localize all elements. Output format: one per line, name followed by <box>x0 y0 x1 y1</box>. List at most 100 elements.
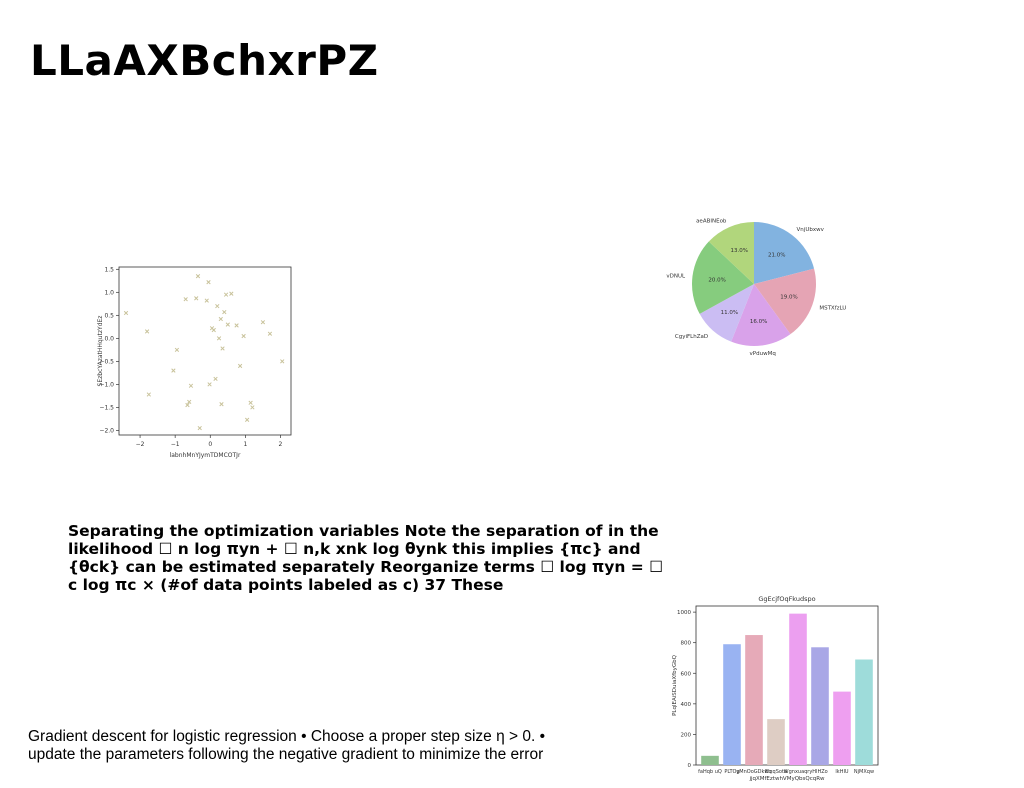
scatter-point <box>222 309 227 315</box>
scatter-point <box>218 316 223 322</box>
scatter-point <box>206 280 211 285</box>
scatter-y-tick-label: −1.0 <box>99 381 114 388</box>
scatter-point <box>260 320 266 325</box>
pie-slice <box>754 268 816 335</box>
scatter-x-tick-label: 0 <box>208 441 212 448</box>
bar-y-tick-label: 800 <box>681 641 692 647</box>
scatter-point <box>213 376 218 382</box>
scatter-point <box>215 303 220 309</box>
bar-category-label: faHqb uQ <box>698 769 722 775</box>
pie-slice-label: CgyiFLhZaD <box>675 334 708 340</box>
scatter-y-tick-label: 1.0 <box>104 289 114 296</box>
pie-slice-label: aeABINEob <box>696 218 727 224</box>
bar-category-label: HlHZo <box>812 769 827 775</box>
scatter-y-tick-label: −2.0 <box>99 427 114 434</box>
scatter-point <box>244 417 250 422</box>
pie-slice-label: vPduwMq <box>750 351 776 357</box>
scatter-point <box>207 382 212 387</box>
bar-y-tick-label: 400 <box>681 702 692 708</box>
scatter-point <box>229 291 234 296</box>
pie-slice-label: VnjUbxwv <box>797 227 825 233</box>
scatter-point <box>195 274 201 279</box>
scatter-chart: −2 −1 0 1 2 −2.0 −1.5 −1.0 −0.5 0.0 0.5 1.0 1.5 labnh… <box>97 266 292 459</box>
footer-text: Gradient descent for logistic regression… <box>28 728 546 763</box>
pie-value-label: 21.0% <box>768 253 785 259</box>
bar-category-label: yMnOoGDkwq <box>736 769 771 775</box>
scatter-point <box>250 405 255 410</box>
scatter-point <box>280 359 285 364</box>
body-paragraph: Separating the optimization variables No… <box>68 522 664 594</box>
bar-category-label: PLTOg <box>724 769 739 775</box>
bar-chart: GgEcjfOqFkudspo 0 200 400 600 800 1000 faHqb uQ… <box>672 595 879 782</box>
scatter-y-axis-label: SEzbcYAzatHHqutzYdEz <box>97 316 104 387</box>
bar-category-label: Wgnxuaqry <box>784 769 813 775</box>
bar <box>701 755 719 765</box>
pie-value-label: 19.0% <box>780 295 797 301</box>
scatter-point <box>234 323 239 328</box>
scatter-point <box>248 400 253 405</box>
pie-value-label: 13.0% <box>730 248 747 254</box>
scatter-x-tick-label: −1 <box>171 441 180 448</box>
scatter-point <box>211 327 216 333</box>
bar-category-label: NjMXqw <box>854 769 874 775</box>
scatter-point <box>220 346 225 351</box>
scatter-point <box>144 329 150 334</box>
scatter-point <box>187 399 192 405</box>
pie-slice-label: vDNUL <box>666 273 686 279</box>
scatter-point <box>185 402 190 408</box>
pie-slice <box>708 222 754 284</box>
scatter-x-tick-label: 1 <box>243 441 247 448</box>
bar-category-label: ElxqSota <box>765 769 787 775</box>
bar <box>855 659 873 765</box>
bar <box>833 691 851 765</box>
bar <box>789 613 807 765</box>
scatter-y-tick-label: −0.5 <box>99 358 114 365</box>
bar-y-tick-label: 0 <box>688 763 692 769</box>
bar-category-label: lkHIU <box>835 769 849 775</box>
scatter-y-tick-label: −1.5 <box>99 404 114 411</box>
scatter-point <box>183 297 188 302</box>
scatter-point <box>197 425 202 431</box>
bar-x-axis-label: jjqXMfEztwhVMyQbsQcqRw <box>748 776 825 782</box>
pie-value-label: 11.0% <box>721 310 738 316</box>
pie-slice <box>731 284 791 346</box>
scatter-y-tick-label: 0.0 <box>104 335 114 342</box>
bar-y-tick-label: 200 <box>681 732 692 738</box>
scatter-point <box>171 368 176 373</box>
pie-slice <box>699 284 754 342</box>
scatter-point <box>237 363 243 369</box>
scatter-point <box>223 292 229 297</box>
scatter-point <box>204 298 209 303</box>
scatter-point <box>241 333 246 339</box>
bar <box>811 647 829 765</box>
scatter-point <box>188 383 194 388</box>
scatter-point <box>174 347 180 353</box>
bar-y-tick-label: 1000 <box>677 610 691 616</box>
pie-slice <box>692 241 754 314</box>
pie-chart: 21.0% VnjUbxwv 19.0% MSTXfzLU 16.0% vPduwMq 11… <box>666 218 846 357</box>
scatter-y-tick-label: 1.5 <box>104 266 114 273</box>
scatter-point <box>123 310 129 316</box>
pie-slice <box>754 222 815 284</box>
scatter-point <box>219 402 224 407</box>
slide-title: LLaAXBchxrPZ <box>30 36 379 85</box>
scatter-plot-frame <box>118 266 292 436</box>
bar <box>767 719 785 765</box>
bar-chart-title: GgEcjfOqFkudspo <box>758 595 815 603</box>
scatter-x-tick-label: −2 <box>136 441 145 448</box>
bar-y-tick-label: 600 <box>681 671 692 677</box>
scatter-x-tick-label: 2 <box>279 441 283 448</box>
scatter-point <box>216 336 222 341</box>
scatter-point <box>146 392 151 397</box>
scatter-point <box>194 296 199 301</box>
scatter-point <box>267 331 273 336</box>
bar-plot-frame <box>695 605 879 766</box>
pie-slice-label: MSTXfzLU <box>819 306 846 312</box>
scatter-point <box>225 322 230 327</box>
bar <box>745 635 763 765</box>
bar-y-axis-label: PLqlEAiSDuiaXfbyGbQ <box>672 654 678 715</box>
pie-value-label: 16.0% <box>750 319 767 325</box>
bar <box>723 644 741 765</box>
scatter-y-tick-label: 0.5 <box>104 312 114 319</box>
scatter-x-axis-label: labnhMnYJymTDMCOTJr <box>170 452 241 459</box>
